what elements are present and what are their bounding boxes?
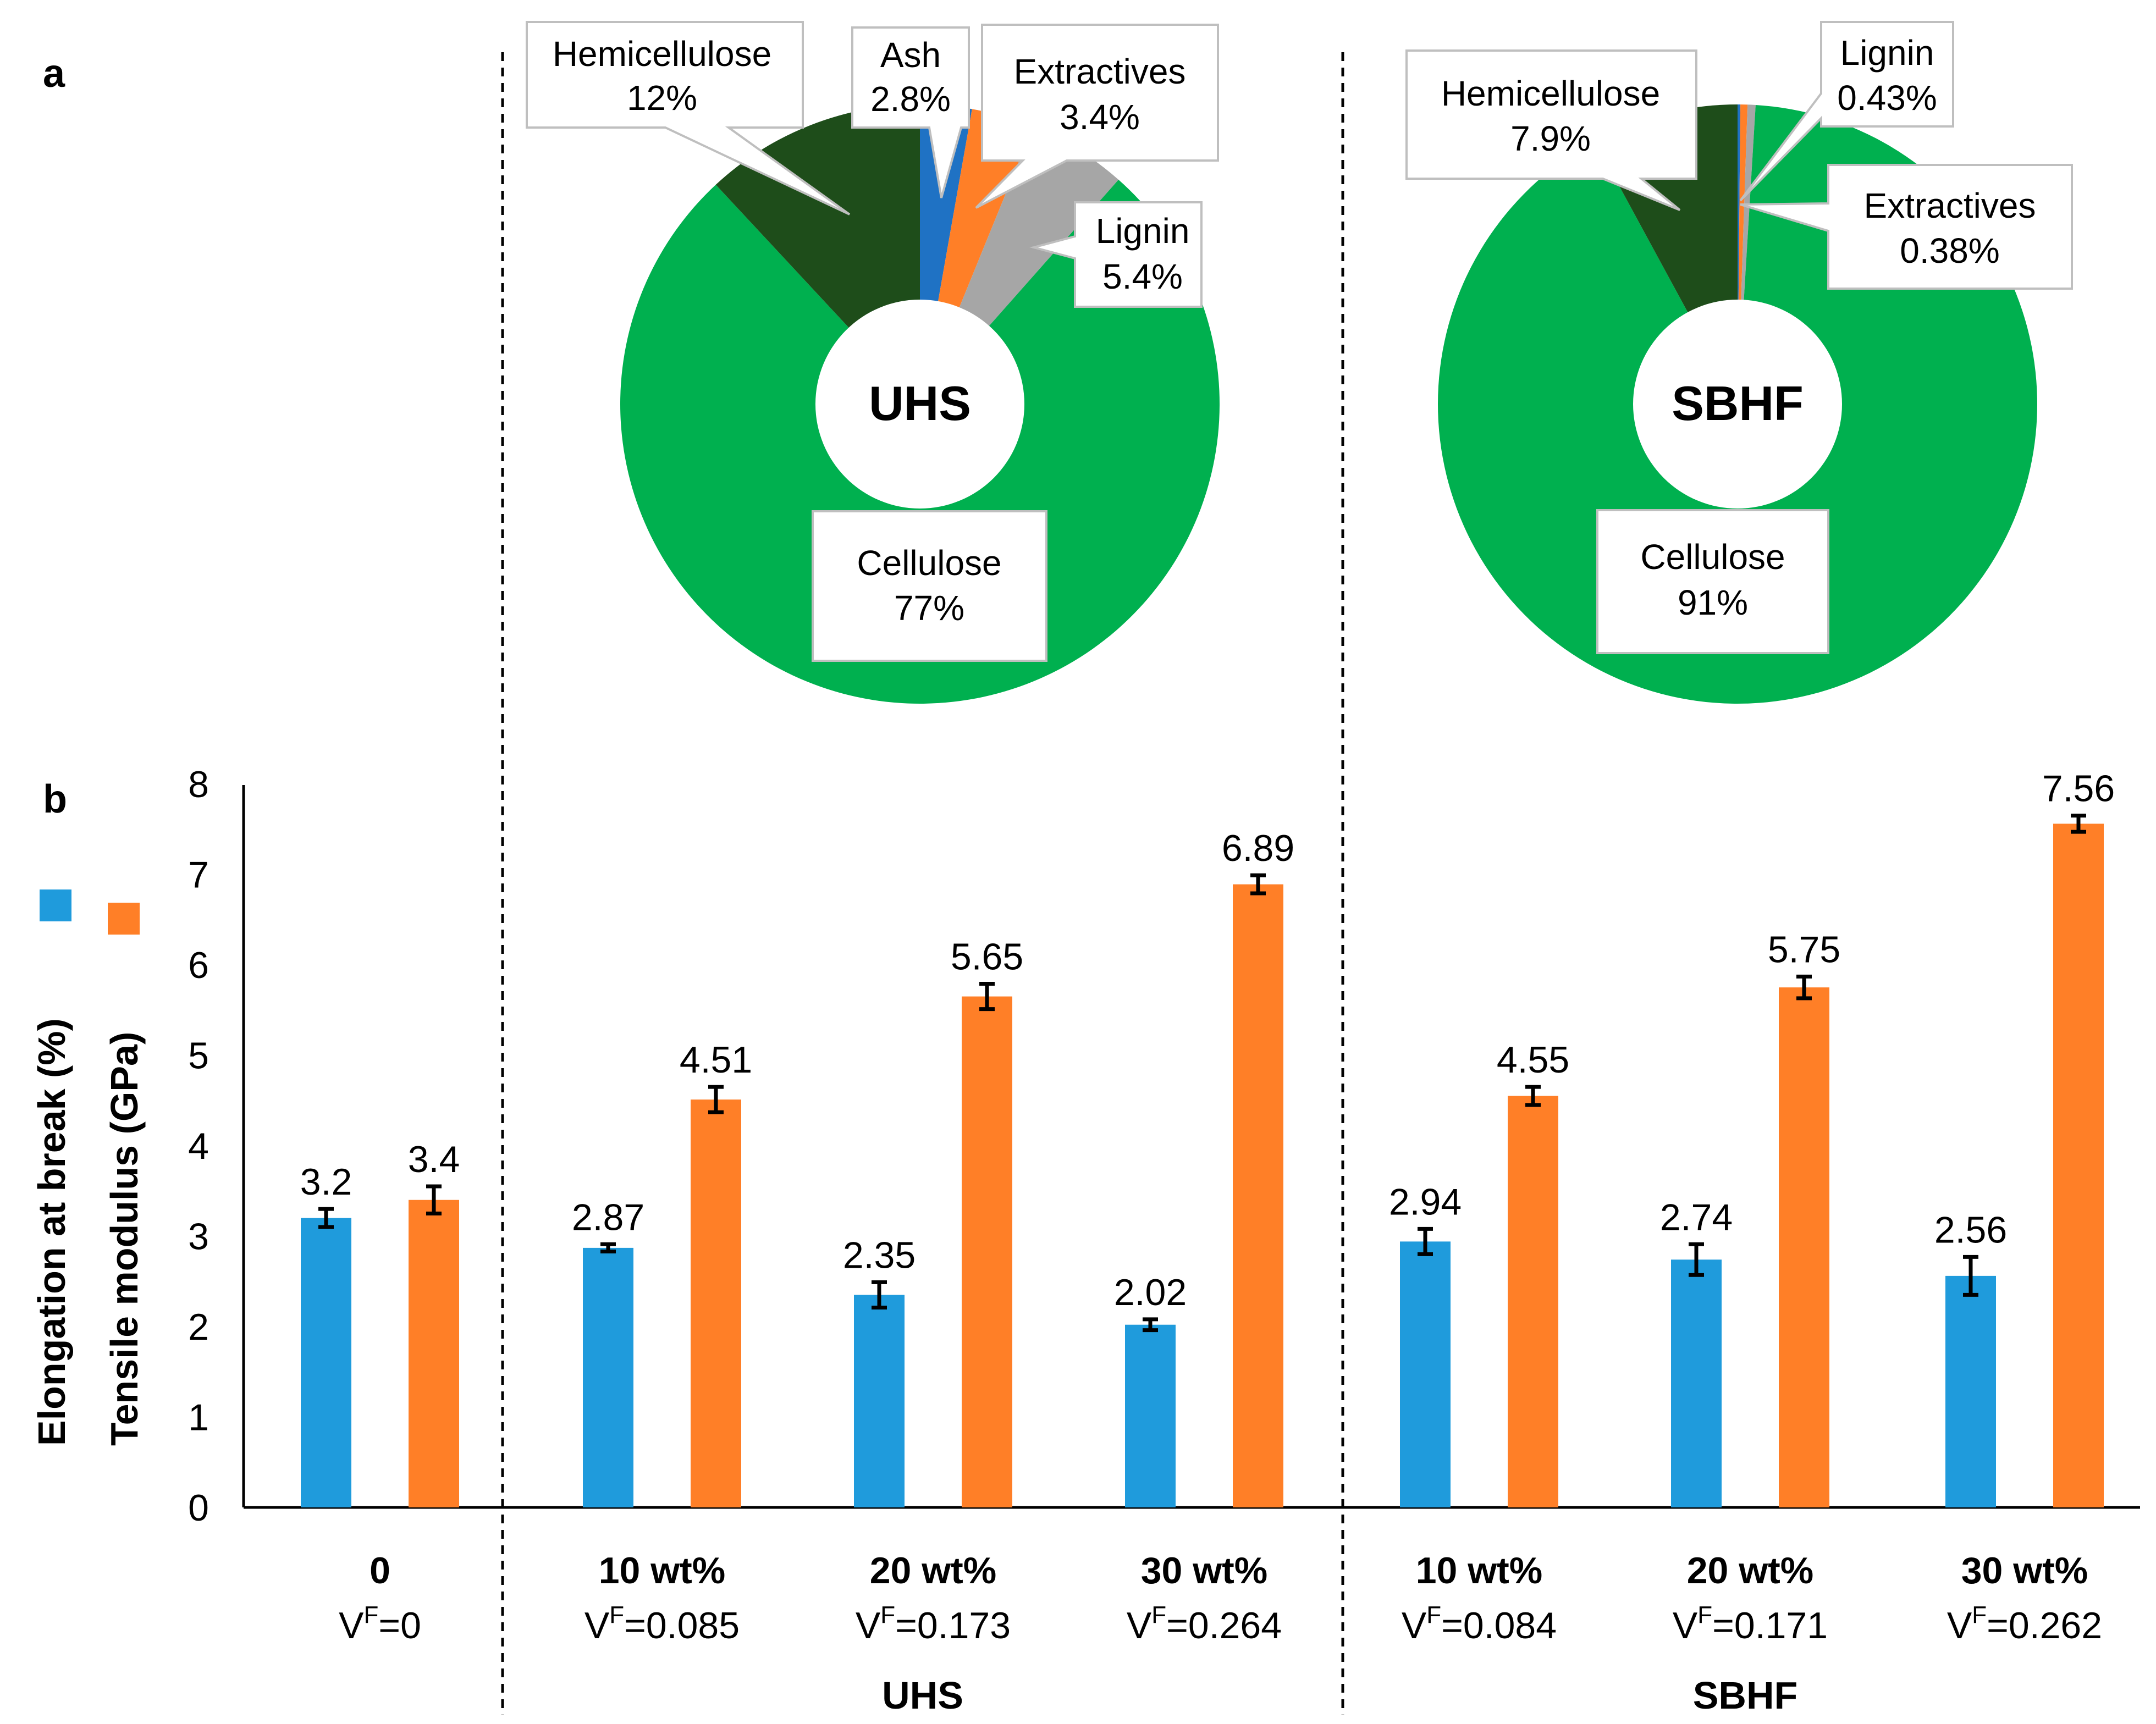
bar-elongation — [301, 1218, 351, 1507]
y-tick-label: 5 — [188, 1035, 209, 1077]
pie-center-label-sbhf: SBHF — [1672, 376, 1804, 430]
callout-uhs-cellulose: Cellulose 77% — [812, 510, 1047, 662]
callout-sbhf-cellulose-value: 91% — [1678, 583, 1748, 622]
bar-modulus — [1779, 987, 1829, 1507]
bar-modulus — [962, 996, 1012, 1507]
callout-uhs-extractives-label: Extractives — [1014, 52, 1186, 91]
data-label: 4.55 — [1497, 1039, 1569, 1081]
x-category-sublabel: VF=0.262 — [1947, 1601, 2102, 1646]
data-label: 2.35 — [843, 1234, 916, 1276]
data-label: 5.75 — [1768, 929, 1840, 970]
callout-uhs-extractives: Extractives 3.4% — [975, 24, 1219, 209]
data-label: 2.94 — [1389, 1181, 1462, 1223]
y-axis-title-modulus: Tensile modulus (GPa) — [103, 1032, 146, 1446]
y-tick-label: 0 — [188, 1487, 209, 1529]
bar-modulus — [1233, 884, 1283, 1507]
callout-uhs-ash-value: 2.8% — [870, 79, 951, 119]
legend-swatch-elongation — [40, 889, 71, 921]
bar-elongation — [1400, 1241, 1451, 1507]
data-label: 6.89 — [1222, 827, 1294, 869]
bar-series: 3.2 2.87 2.35 2.02 2.94 2.74 2.56 3.4 4.51 5.65 6.… — [300, 768, 2115, 1507]
data-label: 2.74 — [1660, 1196, 1733, 1238]
callout-sbhf-extractives-value: 0.38% — [1900, 231, 1999, 270]
callout-sbhf-hemicellulose: Hemicellulose 7.9% — [1405, 49, 1697, 211]
callout-sbhf-cellulose: Cellulose 91% — [1596, 509, 1829, 654]
bar-modulus — [409, 1200, 459, 1507]
y-tick-labels: 0 1 2 3 4 5 6 7 8 — [188, 764, 209, 1529]
data-label: 5.65 — [951, 936, 1023, 978]
bar-modulus — [691, 1099, 741, 1507]
group-label-sbhf: SBHF — [1693, 1674, 1798, 1717]
callout-sbhf-hemicellulose-label: Hemicellulose — [1441, 74, 1660, 113]
y-tick-label: 4 — [188, 1125, 209, 1167]
bar-elongation — [583, 1247, 633, 1507]
bar-elongation — [854, 1295, 905, 1507]
data-label: 2.56 — [1934, 1209, 2007, 1251]
data-label: 7.56 — [2042, 768, 2115, 810]
bar-modulus — [2053, 824, 2104, 1507]
bar-elongation — [1945, 1275, 1996, 1507]
x-category-label: 20 wt% — [870, 1550, 997, 1592]
y-tick-label: 1 — [188, 1397, 209, 1439]
x-category-sublabel: VF=0.173 — [856, 1601, 1011, 1646]
y-axis-title-elongation: Elongation at break (%) — [30, 1018, 73, 1446]
x-category-label: 30 wt% — [1961, 1550, 2088, 1592]
callout-uhs-ash-label: Ash — [880, 35, 941, 75]
x-category-label: 20 wt% — [1687, 1550, 1814, 1592]
data-label: 4.51 — [680, 1039, 752, 1081]
callout-sbhf-cellulose-label: Cellulose — [1640, 537, 1785, 577]
y-tick-label: 2 — [188, 1306, 209, 1348]
callout-sbhf-lignin-label: Lignin — [1840, 33, 1934, 73]
pie-sbhf-donut-hole — [1633, 300, 1842, 509]
panel-label-a: a — [43, 52, 65, 96]
callout-uhs-extractives-value: 3.4% — [1060, 97, 1140, 137]
x-category-sublabel: VF=0.264 — [1127, 1601, 1282, 1646]
y-axis-title-modulus-group: Tensile modulus (GPa) — [103, 1032, 146, 1446]
x-category-sublabel: VF=0.085 — [585, 1601, 740, 1646]
x-category-labels: 0 VF=0 10 wt% VF=0.085 20 wt% VF=0.173 30 wt% V… — [339, 1550, 2102, 1646]
callout-sbhf-lignin-value: 0.43% — [1837, 78, 1937, 118]
data-label: 3.2 — [300, 1161, 352, 1203]
x-category-label: 0 — [370, 1550, 390, 1592]
x-category-label: 10 wt% — [1416, 1550, 1543, 1592]
legend-swatch-modulus — [108, 903, 140, 935]
callout-sbhf-extractives: Extractives 0.38% — [1740, 164, 2073, 290]
y-tick-label: 3 — [188, 1216, 209, 1258]
callout-uhs-cellulose-label: Cellulose — [857, 543, 1001, 583]
callout-uhs-hemicellulose-label: Hemicellulose — [553, 34, 771, 74]
y-axis-title-elongation-group: Elongation at break (%) — [30, 1018, 73, 1446]
x-category-label: 10 wt% — [599, 1550, 726, 1592]
x-category-sublabel: VF=0 — [339, 1601, 421, 1646]
y-tick-label: 8 — [188, 764, 209, 805]
callout-uhs-lignin-label: Lignin — [1096, 211, 1190, 251]
x-category-sublabel: VF=0.171 — [1673, 1601, 1828, 1646]
bar-elongation — [1671, 1259, 1722, 1507]
callout-sbhf-lignin: Lignin 0.43% — [1739, 21, 1954, 202]
pie-center-label-uhs: UHS — [869, 376, 971, 430]
x-category-sublabel: VF=0.084 — [1402, 1601, 1557, 1646]
x-category-label: 30 wt% — [1141, 1550, 1268, 1592]
data-label: 3.4 — [408, 1139, 460, 1180]
pie-chart-uhs — [620, 104, 1220, 704]
bar-modulus — [1508, 1096, 1558, 1507]
callout-sbhf-extractives-label: Extractives — [1864, 186, 2036, 225]
data-label: 2.02 — [1114, 1272, 1187, 1313]
y-tick-label: 6 — [188, 944, 209, 986]
callout-uhs-ash: Ash 2.8% — [851, 26, 970, 198]
group-label-uhs: UHS — [882, 1674, 963, 1717]
data-label: 2.87 — [572, 1196, 644, 1238]
callout-uhs-lignin: Lignin 5.4% — [1029, 201, 1203, 308]
bar-elongation — [1125, 1324, 1176, 1507]
callout-uhs-cellulose-value: 77% — [894, 588, 964, 628]
callout-sbhf-hemicellulose-value: 7.9% — [1510, 119, 1591, 158]
callout-uhs-lignin-value: 5.4% — [1102, 257, 1183, 296]
y-tick-label: 7 — [188, 854, 209, 896]
panel-label-b: b — [43, 777, 67, 821]
callout-uhs-hemicellulose-value: 12% — [627, 78, 697, 118]
callout-uhs-hemicellulose: Hemicellulose 12% — [526, 21, 851, 216]
pie-uhs-donut-hole — [815, 300, 1024, 509]
